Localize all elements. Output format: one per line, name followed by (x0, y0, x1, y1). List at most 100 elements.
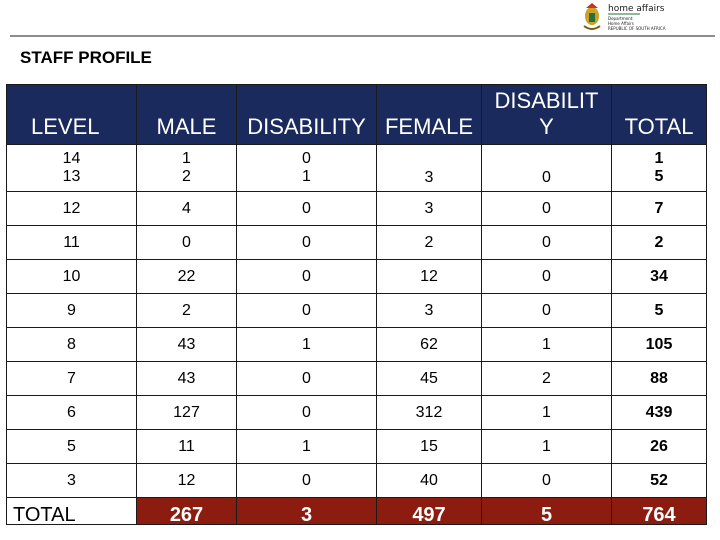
cell-disability-male-b: 1 (302, 168, 311, 185)
cell-level: 12 (6, 191, 137, 226)
cell-male: 4 (136, 191, 237, 226)
table-row: 7 43 0 45 2 88 (6, 361, 707, 396)
table-row: 8 43 1 62 1 105 (6, 327, 707, 362)
header-level: LEVEL (6, 84, 137, 145)
cell-total-a: 1 (654, 150, 664, 167)
cell-total: 2 (611, 225, 707, 260)
cell-disability-female: 0 (481, 191, 612, 226)
header-disability-line1: DISABILIT (494, 88, 599, 113)
cell-male-b: 2 (182, 168, 191, 185)
cell-male: 11 (136, 429, 237, 464)
cell-disability-male: 0 (236, 361, 377, 396)
cell-level: 3 (6, 463, 137, 498)
cell-male: 127 (136, 395, 237, 430)
totals-label: TOTAL (6, 497, 137, 525)
cell-total: 26 (611, 429, 707, 464)
table-row: 5 11 1 15 1 26 (6, 429, 707, 464)
cell-total: 1 5 (611, 144, 707, 192)
coat-of-arms-icon (583, 3, 601, 30)
table-row: 12 4 0 3 0 7 (6, 191, 707, 226)
cell-disability-male: 0 (236, 259, 377, 294)
cell-disability-female: 0 (481, 225, 612, 260)
cell-disability-male: 0 (236, 225, 377, 260)
table-row: 14 13 1 2 0 1 3 0 1 5 (6, 144, 707, 192)
cell-level: 6 (6, 395, 137, 430)
table-row: 3 12 0 40 0 52 (6, 463, 707, 498)
cell-female: 40 (376, 463, 482, 498)
cell-total: 88 (611, 361, 707, 396)
header-total: TOTAL (611, 84, 707, 145)
cell-female: 45 (376, 361, 482, 396)
totals-total: 764 (611, 497, 707, 525)
cell-male: 43 (136, 327, 237, 362)
cell-male: 2 (136, 293, 237, 328)
cell-level: 7 (6, 361, 137, 396)
totals-disability-male: 3 (236, 497, 377, 525)
table-row: 11 0 0 2 0 2 (6, 225, 707, 260)
cell-female: 12 (376, 259, 482, 294)
header-disability-female: DISABILIT Y (481, 84, 612, 145)
cell-female: 3 (376, 144, 482, 192)
totals-male: 267 (136, 497, 237, 525)
cell-female: 3 (376, 293, 482, 328)
cell-female: 15 (376, 429, 482, 464)
cell-disability-female: 1 (481, 395, 612, 430)
cell-level: 8 (6, 327, 137, 362)
cell-female: 62 (376, 327, 482, 362)
home-affairs-logo: home affairs Department: Home Affairs RE… (583, 3, 666, 31)
table-row: 6 127 0 312 1 439 (6, 395, 707, 430)
cell-male: 1 2 (136, 144, 237, 192)
cell-disability-male: 0 (236, 395, 377, 430)
cell-total-b: 5 (654, 168, 664, 185)
staff-profile-table: LEVEL MALE DISABILITY FEMALE DISABILIT Y… (6, 84, 707, 525)
cell-total: 105 (611, 327, 707, 362)
header-disability-male: DISABILITY (236, 84, 377, 145)
logo-line2: Department: (608, 16, 634, 21)
cell-disability-male-a: 0 (302, 150, 311, 167)
cell-level-a: 14 (62, 150, 81, 167)
table-header-row: LEVEL MALE DISABILITY FEMALE DISABILIT Y… (6, 84, 707, 145)
cell-disability-female: 0 (481, 293, 612, 328)
cell-disability-female: 0 (481, 259, 612, 294)
cell-female: 3 (376, 191, 482, 226)
cell-disability-male: 0 1 (236, 144, 377, 192)
cell-male: 43 (136, 361, 237, 396)
cell-male-a: 1 (182, 150, 191, 167)
cell-level: 11 (6, 225, 137, 260)
cell-disability-male: 0 (236, 463, 377, 498)
cell-female: 2 (376, 225, 482, 260)
cell-disability-male: 1 (236, 327, 377, 362)
logo-line1: home affairs (608, 4, 665, 14)
cell-disability-female: 1 (481, 429, 612, 464)
cell-level: 5 (6, 429, 137, 464)
totals-disability-female: 5 (481, 497, 612, 525)
header-male: MALE (136, 84, 237, 145)
table-row: 10 22 0 12 0 34 (6, 259, 707, 294)
page-title: STAFF PROFILE (20, 48, 152, 67)
header-female: FEMALE (376, 84, 482, 145)
cell-level: 14 13 (6, 144, 137, 192)
cell-level: 10 (6, 259, 137, 294)
cell-total: 7 (611, 191, 707, 226)
cell-disability-male: 0 (236, 293, 377, 328)
cell-male: 0 (136, 225, 237, 260)
cell-disability-female: 1 (481, 327, 612, 362)
totals-row: TOTAL 267 3 497 5 764 (6, 497, 707, 525)
header-divider (10, 35, 715, 37)
logo-line3: Home Affairs (608, 21, 634, 26)
header-disability-line2: Y (539, 114, 554, 139)
cell-disability-female: 2 (481, 361, 612, 396)
cell-disability-male: 1 (236, 429, 377, 464)
cell-male: 12 (136, 463, 237, 498)
cell-level-b: 13 (62, 168, 81, 185)
cell-total: 52 (611, 463, 707, 498)
cell-level: 9 (6, 293, 137, 328)
cell-total: 5 (611, 293, 707, 328)
cell-disability-female: 0 (481, 144, 612, 192)
cell-disability-male: 0 (236, 191, 377, 226)
totals-female: 497 (376, 497, 482, 525)
cell-total: 34 (611, 259, 707, 294)
cell-disability-female: 0 (481, 463, 612, 498)
logo-line4: REPUBLIC OF SOUTH AFRICA (608, 26, 666, 31)
